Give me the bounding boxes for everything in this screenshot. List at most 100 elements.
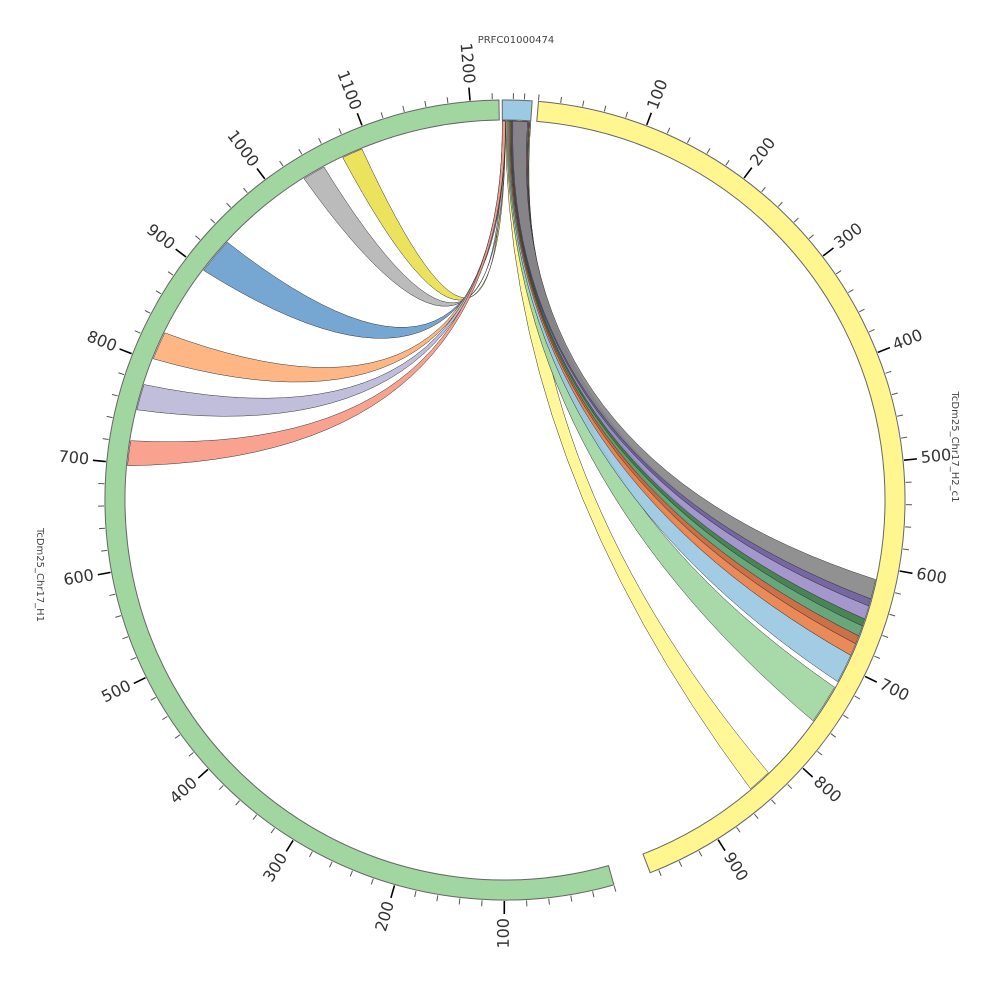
link-h1-15[interactable] bbox=[127, 120, 506, 467]
minor-tick bbox=[736, 827, 741, 833]
minor-tick bbox=[771, 799, 776, 805]
minor-tick bbox=[109, 593, 116, 597]
minor-tick bbox=[318, 137, 322, 144]
major-tick bbox=[197, 768, 209, 779]
minor-tick bbox=[144, 309, 151, 314]
major-tick bbox=[390, 885, 396, 899]
minor-tick bbox=[895, 592, 902, 595]
link-h1-10[interactable] bbox=[342, 120, 506, 301]
tick-label: 800 bbox=[810, 772, 845, 807]
minor-tick bbox=[155, 290, 162, 295]
minor-tick bbox=[380, 112, 384, 119]
minor-tick bbox=[902, 548, 910, 551]
minor-tick bbox=[835, 270, 842, 275]
segment-prfc[interactable] bbox=[501, 99, 533, 122]
tick-label: 1100 bbox=[333, 68, 365, 113]
minor-tick bbox=[235, 800, 240, 806]
tick-label: 500 bbox=[920, 445, 952, 467]
minor-tick bbox=[885, 370, 892, 374]
minor-tick bbox=[582, 100, 585, 107]
minor-tick bbox=[843, 714, 849, 719]
minor-tick bbox=[210, 218, 216, 224]
ticks-layer bbox=[92, 87, 918, 915]
major-tick bbox=[864, 675, 878, 683]
minor-tick bbox=[706, 148, 711, 154]
minor-tick bbox=[118, 372, 125, 376]
minor-tick bbox=[686, 137, 691, 144]
minor-tick bbox=[424, 100, 427, 107]
major-tick bbox=[822, 247, 834, 257]
minor-tick bbox=[868, 328, 875, 333]
major-tick bbox=[802, 767, 814, 778]
tick-label: 700 bbox=[58, 447, 90, 469]
major-tick bbox=[175, 248, 187, 258]
chromosome-label-h1: TcDm25_Chr17_H1 bbox=[34, 527, 45, 622]
minor-tick bbox=[793, 217, 799, 223]
minor-tick bbox=[560, 96, 562, 103]
minor-tick bbox=[226, 202, 232, 208]
minor-tick bbox=[666, 127, 671, 134]
minor-tick bbox=[349, 870, 353, 877]
minor-tick bbox=[678, 860, 683, 867]
minor-tick bbox=[754, 813, 759, 820]
link-h1-12[interactable] bbox=[203, 120, 506, 339]
tick-label: 800 bbox=[84, 327, 119, 356]
tick-label: 1000 bbox=[223, 126, 263, 170]
minor-tick bbox=[115, 615, 122, 618]
minor-tick bbox=[570, 895, 573, 902]
link-h2-9[interactable] bbox=[512, 120, 876, 600]
major-tick bbox=[899, 570, 913, 575]
minor-tick bbox=[329, 861, 333, 868]
minor-tick bbox=[106, 415, 113, 419]
minor-tick bbox=[777, 201, 783, 207]
minor-tick bbox=[134, 330, 141, 334]
minor-tick bbox=[874, 655, 881, 659]
minor-tick bbox=[446, 97, 449, 104]
minor-tick bbox=[167, 271, 174, 276]
link-h1-11[interactable] bbox=[303, 120, 506, 307]
minor-tick bbox=[847, 289, 854, 294]
minor-tick bbox=[195, 235, 201, 241]
major-tick bbox=[645, 112, 653, 126]
minor-tick bbox=[817, 750, 823, 756]
minor-tick bbox=[891, 392, 898, 396]
tick-label: 200 bbox=[371, 899, 398, 934]
segment-h2[interactable] bbox=[536, 100, 906, 874]
labels-layer: 100 200 300 400 500 600 700 800 900 100 200 300 400 5… bbox=[34, 35, 960, 949]
minor-tick bbox=[111, 393, 118, 397]
tick-label: 400 bbox=[890, 325, 925, 354]
minor-tick bbox=[174, 734, 181, 739]
minor-tick bbox=[592, 891, 595, 898]
tick-label: 200 bbox=[746, 134, 779, 170]
chromosome-label-prfc: PRFC01000474 bbox=[478, 35, 555, 46]
minor-tick bbox=[402, 105, 405, 112]
major-tick bbox=[133, 676, 146, 685]
minor-tick bbox=[458, 898, 461, 905]
tick-label: 900 bbox=[143, 220, 179, 254]
segment-h1[interactable] bbox=[104, 99, 615, 901]
major-tick bbox=[356, 112, 363, 126]
major-tick bbox=[256, 168, 266, 180]
minor-tick bbox=[370, 878, 374, 885]
minor-tick bbox=[830, 733, 837, 738]
major-tick bbox=[468, 87, 471, 101]
major-tick bbox=[877, 346, 891, 354]
minor-tick bbox=[761, 186, 766, 193]
ideogram-ring bbox=[104, 99, 906, 901]
tick-label: 600 bbox=[62, 565, 95, 589]
major-tick bbox=[119, 348, 132, 355]
tick-label: 1200 bbox=[457, 42, 479, 84]
minor-tick bbox=[658, 870, 662, 877]
minor-tick bbox=[270, 827, 275, 834]
minor-tick bbox=[279, 160, 284, 167]
minor-tick bbox=[787, 784, 793, 790]
minor-tick bbox=[308, 851, 313, 858]
links-layer bbox=[127, 120, 876, 790]
minor-tick bbox=[725, 160, 730, 166]
minor-tick bbox=[436, 895, 439, 902]
tick-label: 600 bbox=[915, 564, 948, 588]
minor-tick bbox=[338, 128, 342, 135]
minor-tick bbox=[150, 696, 157, 701]
